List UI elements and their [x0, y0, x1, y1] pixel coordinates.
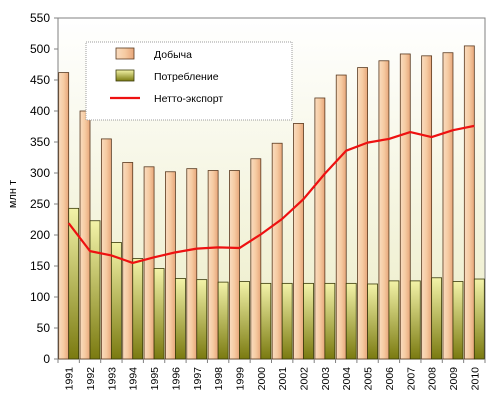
y-axis: 0 50 100 150 200 250 300 350 400 450 500 550	[30, 11, 58, 366]
consumption-bar	[196, 279, 208, 360]
x-tick-label: 2005	[363, 367, 375, 391]
x-tick-label: 2002	[299, 367, 311, 391]
x-tick-label: 1997	[192, 367, 204, 391]
consumption-bar	[367, 283, 378, 360]
production-bar	[314, 97, 326, 360]
x-tick-label: 2000	[256, 367, 268, 391]
consumption-bar	[388, 280, 400, 360]
consumption-bar	[431, 277, 443, 360]
y-tick-label: 300	[30, 166, 50, 180]
x-tick-label: 1991	[64, 367, 76, 391]
net-export-polyline	[67, 124, 475, 264]
consumption-bar	[281, 282, 293, 360]
x-tick-label: 2010	[469, 367, 481, 391]
consumption-bar	[175, 277, 186, 360]
x-tick-label: 1993	[106, 367, 118, 391]
y-tick-label: 250	[30, 197, 50, 211]
legend-production-swatch	[115, 47, 135, 60]
y-tick-label: 550	[30, 11, 50, 25]
y-tick-label: 200	[30, 228, 50, 242]
y-tick-label: 400	[30, 104, 50, 118]
legend-consumption-label: Потребление	[154, 71, 219, 83]
net-export-line	[67, 124, 475, 264]
consumption-bars	[68, 207, 485, 360]
legend-net-export-label: Нетто-экспорт	[154, 93, 223, 105]
consumption-bar	[473, 278, 485, 360]
x-tick-label: 2009	[448, 367, 460, 391]
production-bar	[79, 110, 91, 360]
legend: Добыча Потребление Нетто-экспорт	[85, 41, 293, 121]
production-bar	[335, 74, 347, 360]
x-tick-label: 2004	[341, 367, 353, 391]
production-bar	[165, 171, 176, 360]
production-bar	[399, 53, 411, 360]
production-bar	[421, 55, 433, 360]
production-bar	[186, 168, 198, 360]
consumption-bar	[303, 282, 314, 360]
y-tick-label: 500	[30, 42, 50, 56]
y-tick-label: 50	[37, 321, 51, 335]
production-bar	[442, 52, 454, 360]
production-bar	[293, 123, 304, 360]
x-tick-label: 2001	[277, 367, 289, 391]
y-tick-label: 0	[43, 352, 50, 366]
x-tick-label: 1995	[149, 367, 161, 391]
x-tick-label: 2007	[405, 367, 417, 391]
consumption-bar	[132, 258, 144, 360]
production-bar	[463, 45, 475, 360]
production-bar	[207, 170, 219, 360]
consumption-bar	[260, 282, 272, 360]
y-axis-label: млн т	[7, 180, 19, 208]
consumption-bar	[89, 220, 101, 360]
consumption-bar	[110, 242, 122, 360]
production-bar	[378, 60, 390, 360]
consumption-bar	[324, 282, 336, 360]
legend-consumption-swatch	[115, 69, 135, 82]
x-tick-label: 1999	[234, 367, 246, 391]
x-tick-label: 1998	[213, 367, 225, 391]
x-tick-label: 2008	[427, 367, 439, 391]
y-tick-label: 350	[30, 135, 50, 149]
x-tick-label: 2003	[320, 367, 332, 391]
x-tick-label: 1994	[128, 367, 140, 391]
consumption-bar	[217, 281, 229, 360]
y-tick-label: 150	[30, 259, 50, 273]
production-bar	[229, 170, 240, 360]
production-bar	[250, 158, 262, 360]
consumption-bar	[239, 281, 250, 360]
production-bar	[271, 142, 283, 360]
x-tick-label: 2006	[384, 367, 396, 391]
y-tick-label: 450	[30, 73, 50, 87]
production-bar	[100, 138, 112, 360]
x-tick-label: 1992	[85, 367, 97, 391]
x-axis: 1991 1992 1993 1994 1995 1996 1997 1998 1999 2000…	[57, 359, 486, 391]
production-bar	[357, 67, 368, 360]
consumption-bar	[409, 280, 421, 360]
production-bar	[143, 166, 155, 360]
y-tick-label: 100	[30, 290, 50, 304]
legend-production-label: Добыча	[154, 49, 192, 61]
consumption-bar	[452, 281, 464, 360]
consumption-bar	[153, 268, 165, 360]
consumption-bar	[68, 207, 80, 360]
production-bar	[58, 72, 70, 360]
x-tick-label: 1996	[170, 367, 182, 391]
consumption-bar	[345, 282, 357, 360]
